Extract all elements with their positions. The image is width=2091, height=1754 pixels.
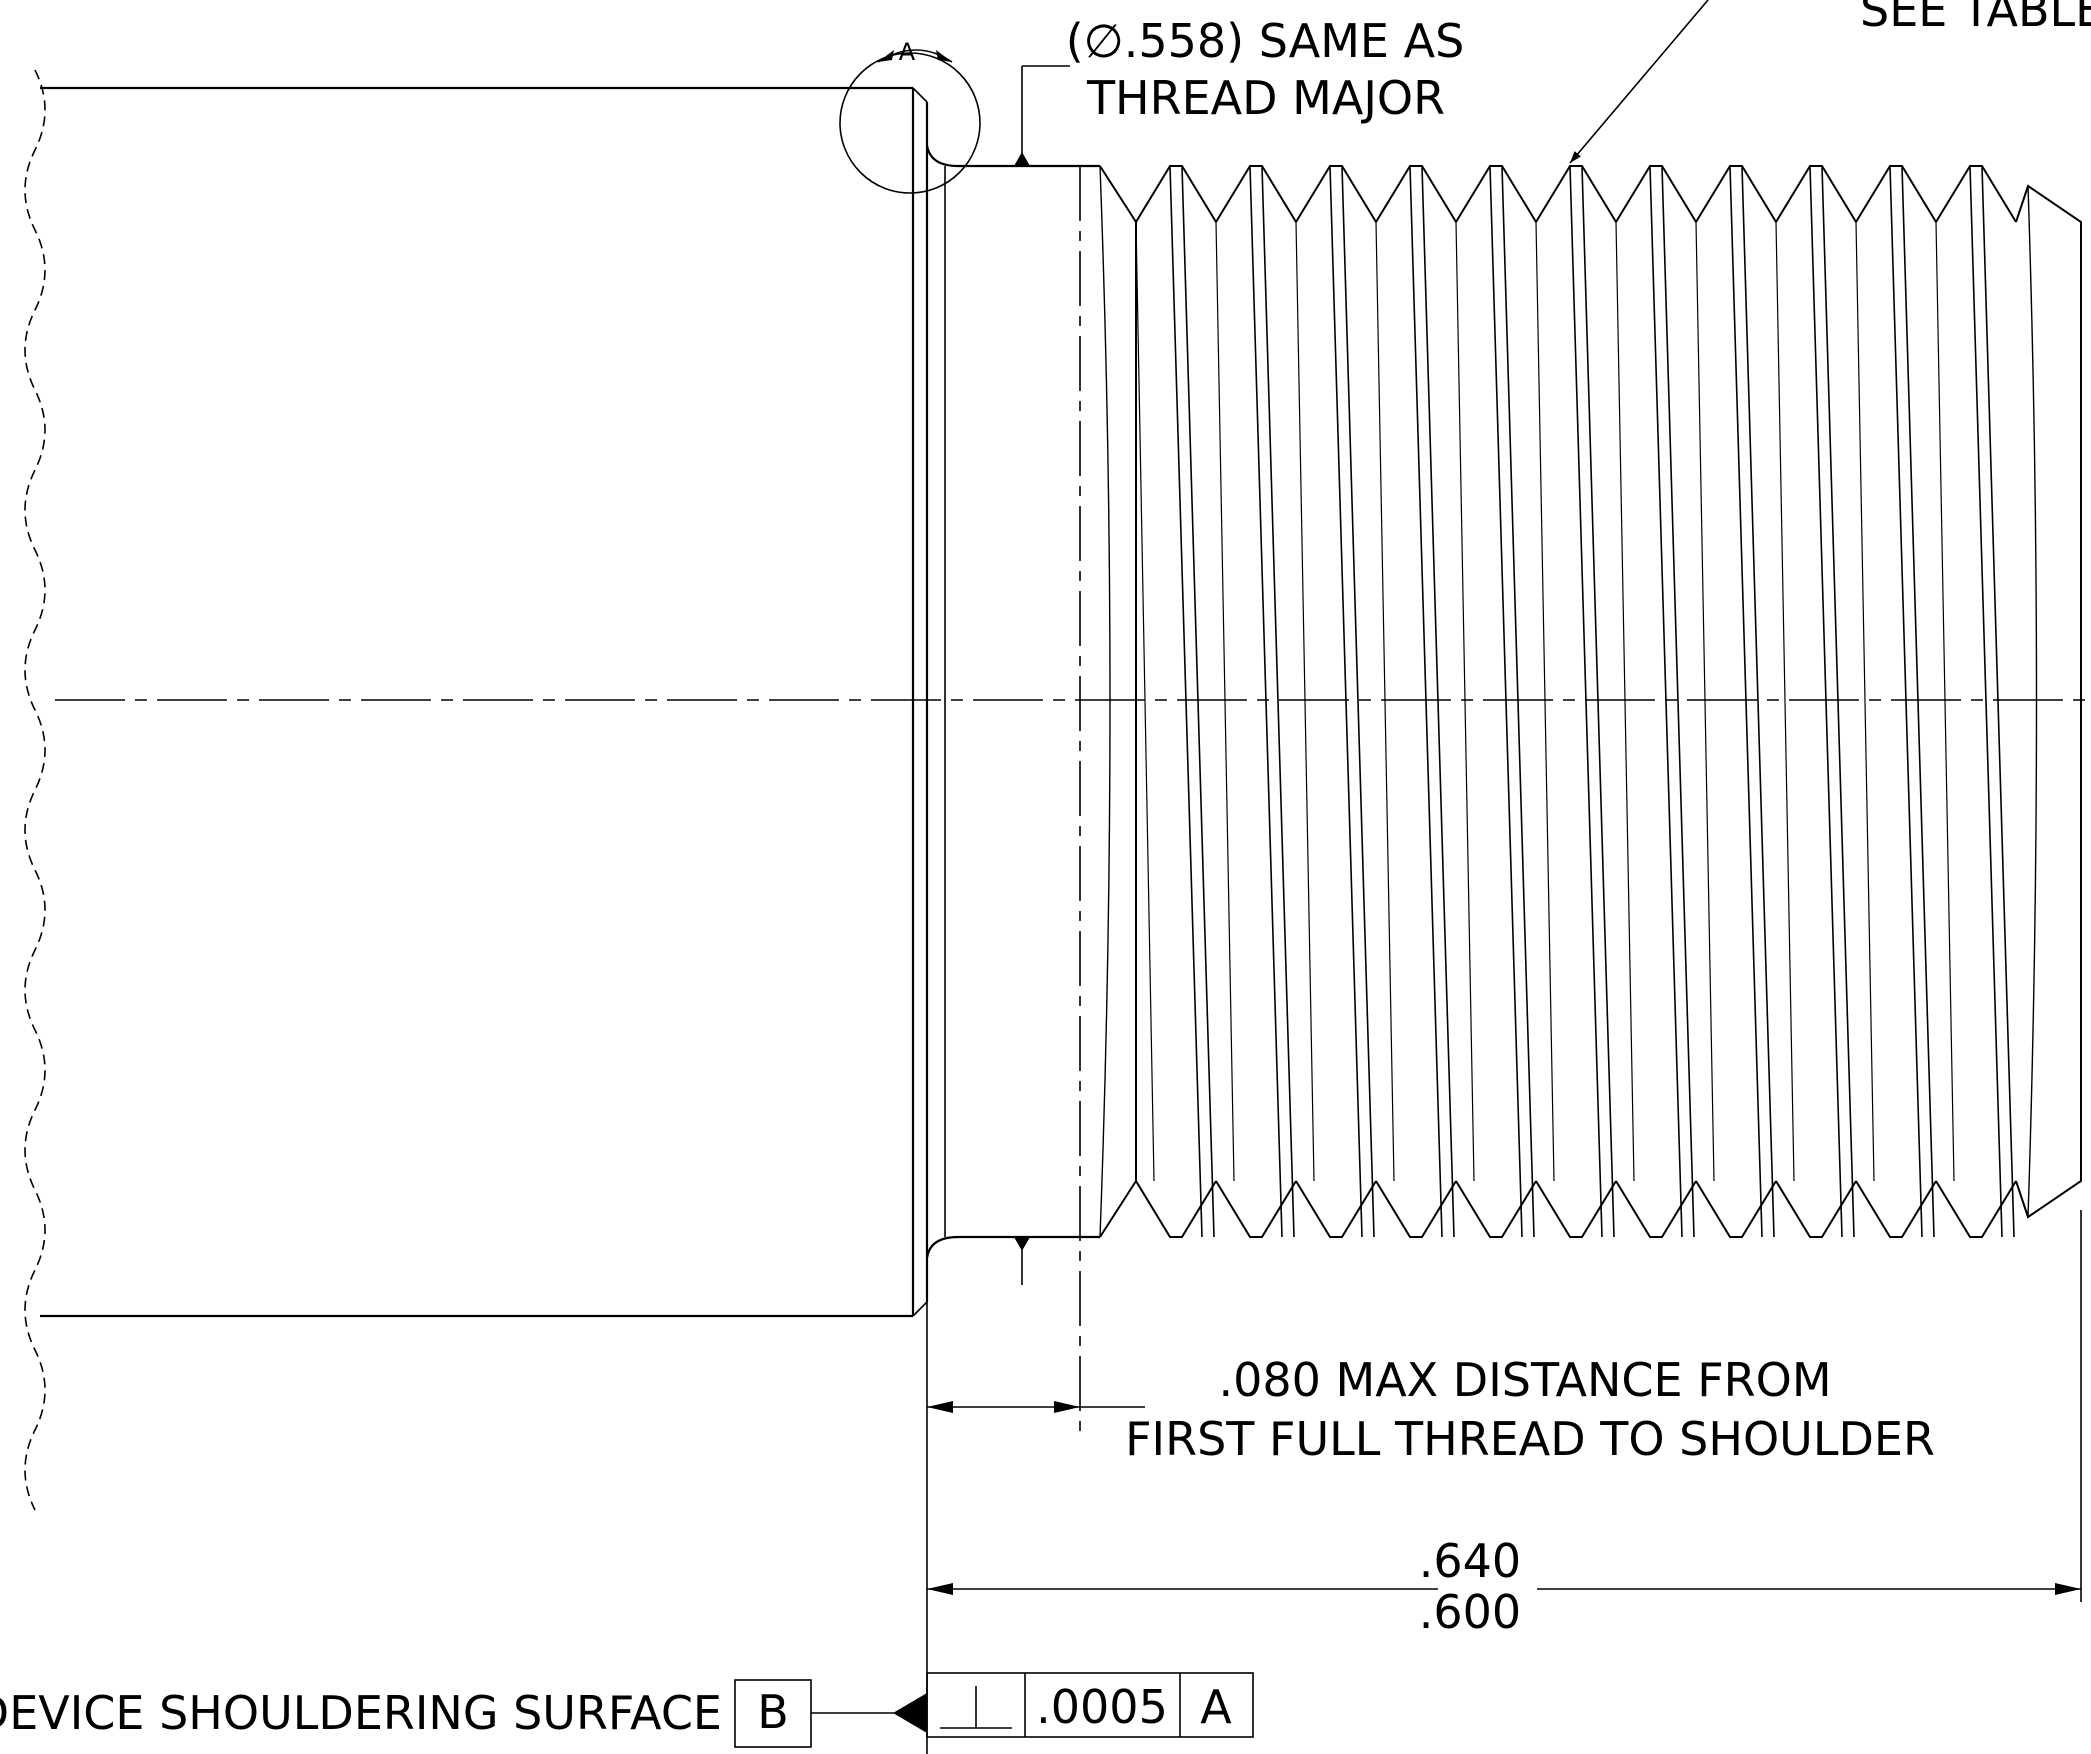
fcf-tolerance: .0005 bbox=[1036, 1680, 1168, 1734]
max-distance-dimension bbox=[927, 1401, 1145, 1413]
fcf-datum-ref: A bbox=[1200, 1680, 1232, 1734]
max-distance-note-line1: .080 MAX DISTANCE FROM bbox=[1218, 1353, 1831, 1407]
datum-b-symbol bbox=[734, 1679, 927, 1748]
thread-relief bbox=[925, 144, 1100, 1259]
feature-control-frame bbox=[926, 1672, 1254, 1738]
thread-profile bbox=[1099, 165, 2082, 1238]
see-table-note: SEE TABLE bbox=[1860, 0, 2091, 37]
diameter-note-line2: THREAD MAJOR bbox=[1086, 71, 1445, 125]
datum-b-letter: B bbox=[757, 1685, 789, 1739]
diameter-leader bbox=[1014, 65, 1070, 1285]
max-distance-note-line2: FIRST FULL THREAD TO SHOULDER bbox=[1125, 1412, 1935, 1466]
length-dim-upper: .640 bbox=[1419, 1534, 1521, 1588]
shaft-body bbox=[40, 86, 929, 1318]
see-table-leader bbox=[1569, 0, 1709, 164]
length-dimension bbox=[927, 1583, 2081, 1595]
diameter-note-line1: (∅.558) SAME AS bbox=[1066, 14, 1465, 68]
length-dim-lower: .600 bbox=[1419, 1585, 1521, 1639]
perpendicularity-icon bbox=[940, 1686, 1012, 1729]
detail-a-label: A bbox=[899, 38, 916, 66]
datum-surface-label: DEVICE SHOULDERING SURFACE bbox=[0, 1686, 722, 1740]
detail-a-callout: A bbox=[839, 38, 981, 194]
break-line bbox=[24, 69, 46, 1511]
